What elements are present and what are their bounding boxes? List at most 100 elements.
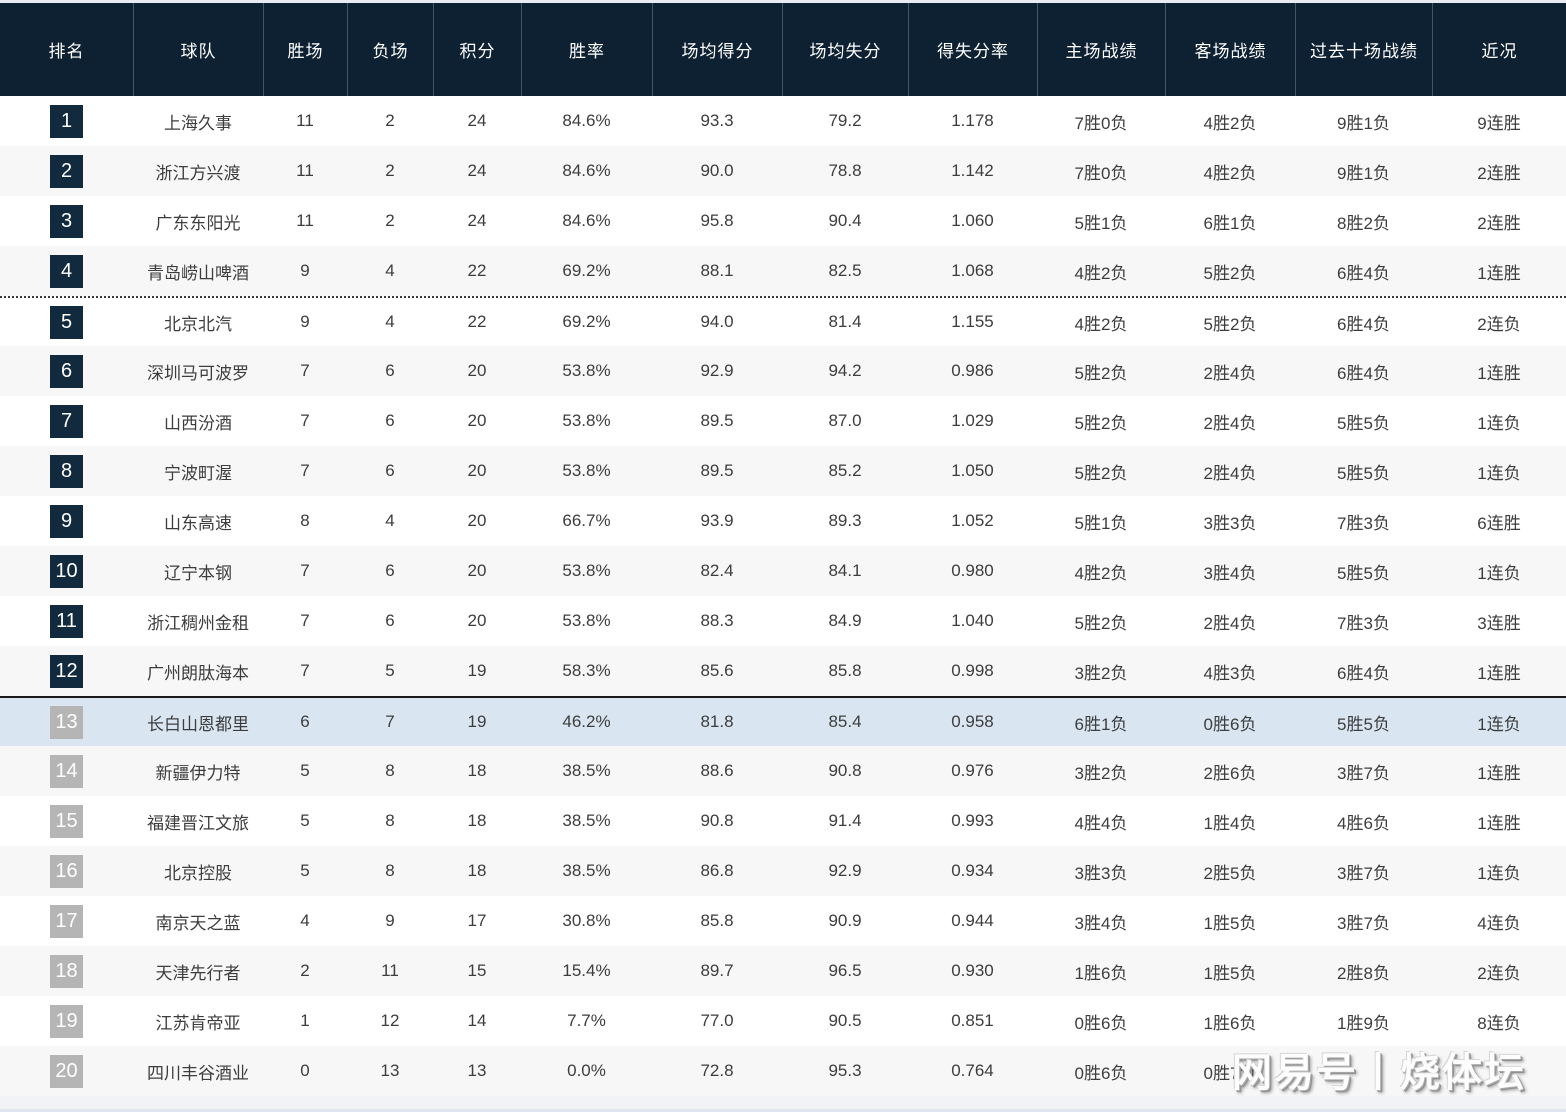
home-record-cell: 5胜2负: [1074, 613, 1128, 633]
rank-badge: 18: [50, 954, 83, 988]
streak-cell: 1连胜: [1477, 663, 1521, 683]
ratio-cell: 0.944: [951, 911, 994, 930]
table-row[interactable]: 13 长白山恩都里 6 7 19 46.2% 81.8 85.4 0.958 6…: [0, 696, 1566, 746]
home-record-cell: 4胜2负: [1074, 563, 1128, 583]
team-cell: 江苏肯帝亚: [155, 1013, 241, 1033]
ratio-cell: 0.976: [951, 761, 994, 780]
table-row[interactable]: 11 浙江稠州金租 7 6 20 53.8% 88.3 84.9 1.040 5…: [0, 596, 1566, 646]
table-row[interactable]: 10 辽宁本钢 7 6 20 53.8% 82.4 84.1 0.980 4胜2…: [0, 546, 1566, 596]
losses-cell: 2: [385, 211, 395, 230]
avg-scored-cell: 85.6: [700, 661, 734, 680]
ratio-cell: 1.052: [951, 511, 994, 530]
ratio-cell: 0.986: [951, 361, 994, 380]
rank-cell: 19: [0, 996, 133, 1046]
table-row[interactable]: 2 浙江方兴渡 11 2 24 84.6% 90.0 78.8 1.142 7胜…: [0, 146, 1566, 196]
points-cell: 20: [467, 611, 487, 630]
rank-cell: 15: [0, 796, 133, 846]
avg-scored-cell: 82.4: [700, 561, 734, 580]
team-cell: 福建晋江文旅: [147, 813, 249, 833]
points-cell: 17: [467, 911, 487, 930]
team-cell: 山东高速: [164, 513, 232, 533]
wins-cell: 7: [300, 611, 310, 630]
losses-cell: 11: [381, 961, 399, 980]
avg-allowed-cell: 84.1: [828, 561, 862, 580]
table-row[interactable]: 20 四川丰谷酒业 0 13 13 0.0% 72.8 95.3 0.764 0…: [0, 1046, 1566, 1096]
table-row[interactable]: 3 广东东阳光 11 2 24 84.6% 95.8 90.4 1.060 5胜…: [0, 196, 1566, 246]
table-row[interactable]: 17 南京天之蓝 4 9 17 30.8% 85.8 90.9 0.944 3胜…: [0, 896, 1566, 946]
table-row[interactable]: 6 深圳马可波罗 7 6 20 53.8% 92.9 94.2 0.986 5胜…: [0, 346, 1566, 396]
points-cell: 24: [467, 211, 487, 230]
rank-cell: 13: [0, 698, 133, 746]
away-record-cell: 2胜4负: [1203, 613, 1257, 633]
wins-cell: 11: [296, 211, 314, 230]
losses-cell: 6: [385, 411, 395, 430]
footer-strip: [0, 1096, 1566, 1112]
ratio-cell: 0.934: [951, 861, 994, 880]
rank-cell: 3: [0, 196, 133, 246]
losses-cell: 2: [385, 161, 395, 180]
losses-cell: 5: [385, 661, 395, 680]
rank-badge: 13: [50, 705, 83, 739]
points-cell: 22: [467, 261, 487, 280]
losses-cell: 8: [385, 811, 395, 830]
winrate-cell: 84.6%: [562, 161, 611, 180]
team-cell: 北京控股: [164, 863, 232, 883]
last10-cell: 8胜2负: [1337, 213, 1390, 233]
avg-scored-cell: 88.6: [700, 761, 734, 780]
avg-allowed-cell: 95.3: [828, 1061, 862, 1080]
table-row[interactable]: 19 江苏肯帝亚 1 12 14 7.7% 77.0 90.5 0.851 0胜…: [0, 996, 1566, 1046]
ratio-cell: 1.155: [951, 312, 994, 331]
wins-cell: 7: [300, 411, 310, 430]
winrate-cell: 7.7%: [567, 1011, 606, 1030]
rank-badge: 1: [50, 104, 83, 138]
wins-cell: 7: [300, 461, 310, 480]
streak-cell: 1连负: [1477, 714, 1521, 734]
table-row[interactable]: 1 上海久事 11 2 24 84.6% 93.3 79.2 1.178 7胜0…: [0, 96, 1566, 146]
points-cell: 18: [467, 811, 487, 830]
streak-cell: 4连负: [1477, 913, 1521, 933]
team-cell: 青岛崂山啤酒: [147, 263, 249, 283]
col-header-winrate: 胜率: [521, 3, 652, 96]
last10-cell: 5胜5负: [1337, 714, 1390, 734]
losses-cell: 4: [385, 511, 395, 530]
avg-allowed-cell: 90.9: [828, 911, 862, 930]
rank-cell: 5: [0, 298, 133, 346]
table-row[interactable]: 9 山东高速 8 4 20 66.7% 93.9 89.3 1.052 5胜1负…: [0, 496, 1566, 546]
home-record-cell: 0胜6负: [1074, 1063, 1128, 1083]
wins-cell: 11: [296, 161, 314, 180]
table-row[interactable]: 8 宁波町渥 7 6 20 53.8% 89.5 85.2 1.050 5胜2负…: [0, 446, 1566, 496]
avg-allowed-cell: 79.2: [828, 111, 862, 130]
rank-badge: 20: [50, 1054, 83, 1088]
wins-cell: 7: [300, 361, 310, 380]
last10-cell: 6胜4负: [1337, 314, 1390, 334]
table-row[interactable]: 18 天津先行者 2 11 15 15.4% 89.7 96.5 0.930 1…: [0, 946, 1566, 996]
table-row[interactable]: 4 青岛崂山啤酒 9 4 22 69.2% 88.1 82.5 1.068 4胜…: [0, 246, 1566, 296]
home-record-cell: 7胜0负: [1074, 113, 1128, 133]
wins-cell: 5: [300, 861, 310, 880]
home-record-cell: 4胜2负: [1074, 263, 1128, 283]
table-row[interactable]: 14 新疆伊力特 5 8 18 38.5% 88.6 90.8 0.976 3胜…: [0, 746, 1566, 796]
last10-cell: 5胜5负: [1337, 563, 1390, 583]
team-cell: 南京天之蓝: [155, 913, 241, 933]
avg-allowed-cell: 85.2: [828, 461, 862, 480]
streak-cell: 6连胜: [1477, 513, 1521, 533]
table-row[interactable]: 12 广州朗肽海本 7 5 19 58.3% 85.6 85.8 0.998 3…: [0, 646, 1566, 696]
streak-cell: 1连胜: [1477, 363, 1521, 383]
table-row[interactable]: 5 北京北汽 9 4 22 69.2% 94.0 81.4 1.155 4胜2负…: [0, 296, 1566, 346]
avg-scored-cell: 95.8: [700, 211, 734, 230]
col-header-home-record: 主场战绩: [1037, 3, 1165, 96]
winrate-cell: 69.2%: [562, 312, 611, 331]
points-cell: 20: [467, 361, 487, 380]
table-row[interactable]: 16 北京控股 5 8 18 38.5% 86.8 92.9 0.934 3胜3…: [0, 846, 1566, 896]
winrate-cell: 38.5%: [562, 861, 611, 880]
team-cell: 北京北汽: [164, 314, 232, 334]
streak-cell: 1连胜: [1477, 263, 1521, 283]
points-cell: 14: [467, 1011, 487, 1030]
points-cell: 20: [467, 461, 487, 480]
table-row[interactable]: 7 山西汾酒 7 6 20 53.8% 89.5 87.0 1.029 5胜2负…: [0, 396, 1566, 446]
team-cell: 山西汾酒: [164, 413, 232, 433]
col-header-last10: 过去十场战绩: [1295, 3, 1432, 96]
last10-cell: 6胜4负: [1337, 363, 1390, 383]
streak-cell: 2连负: [1477, 314, 1521, 334]
table-row[interactable]: 15 福建晋江文旅 5 8 18 38.5% 90.8 91.4 0.993 4…: [0, 796, 1566, 846]
